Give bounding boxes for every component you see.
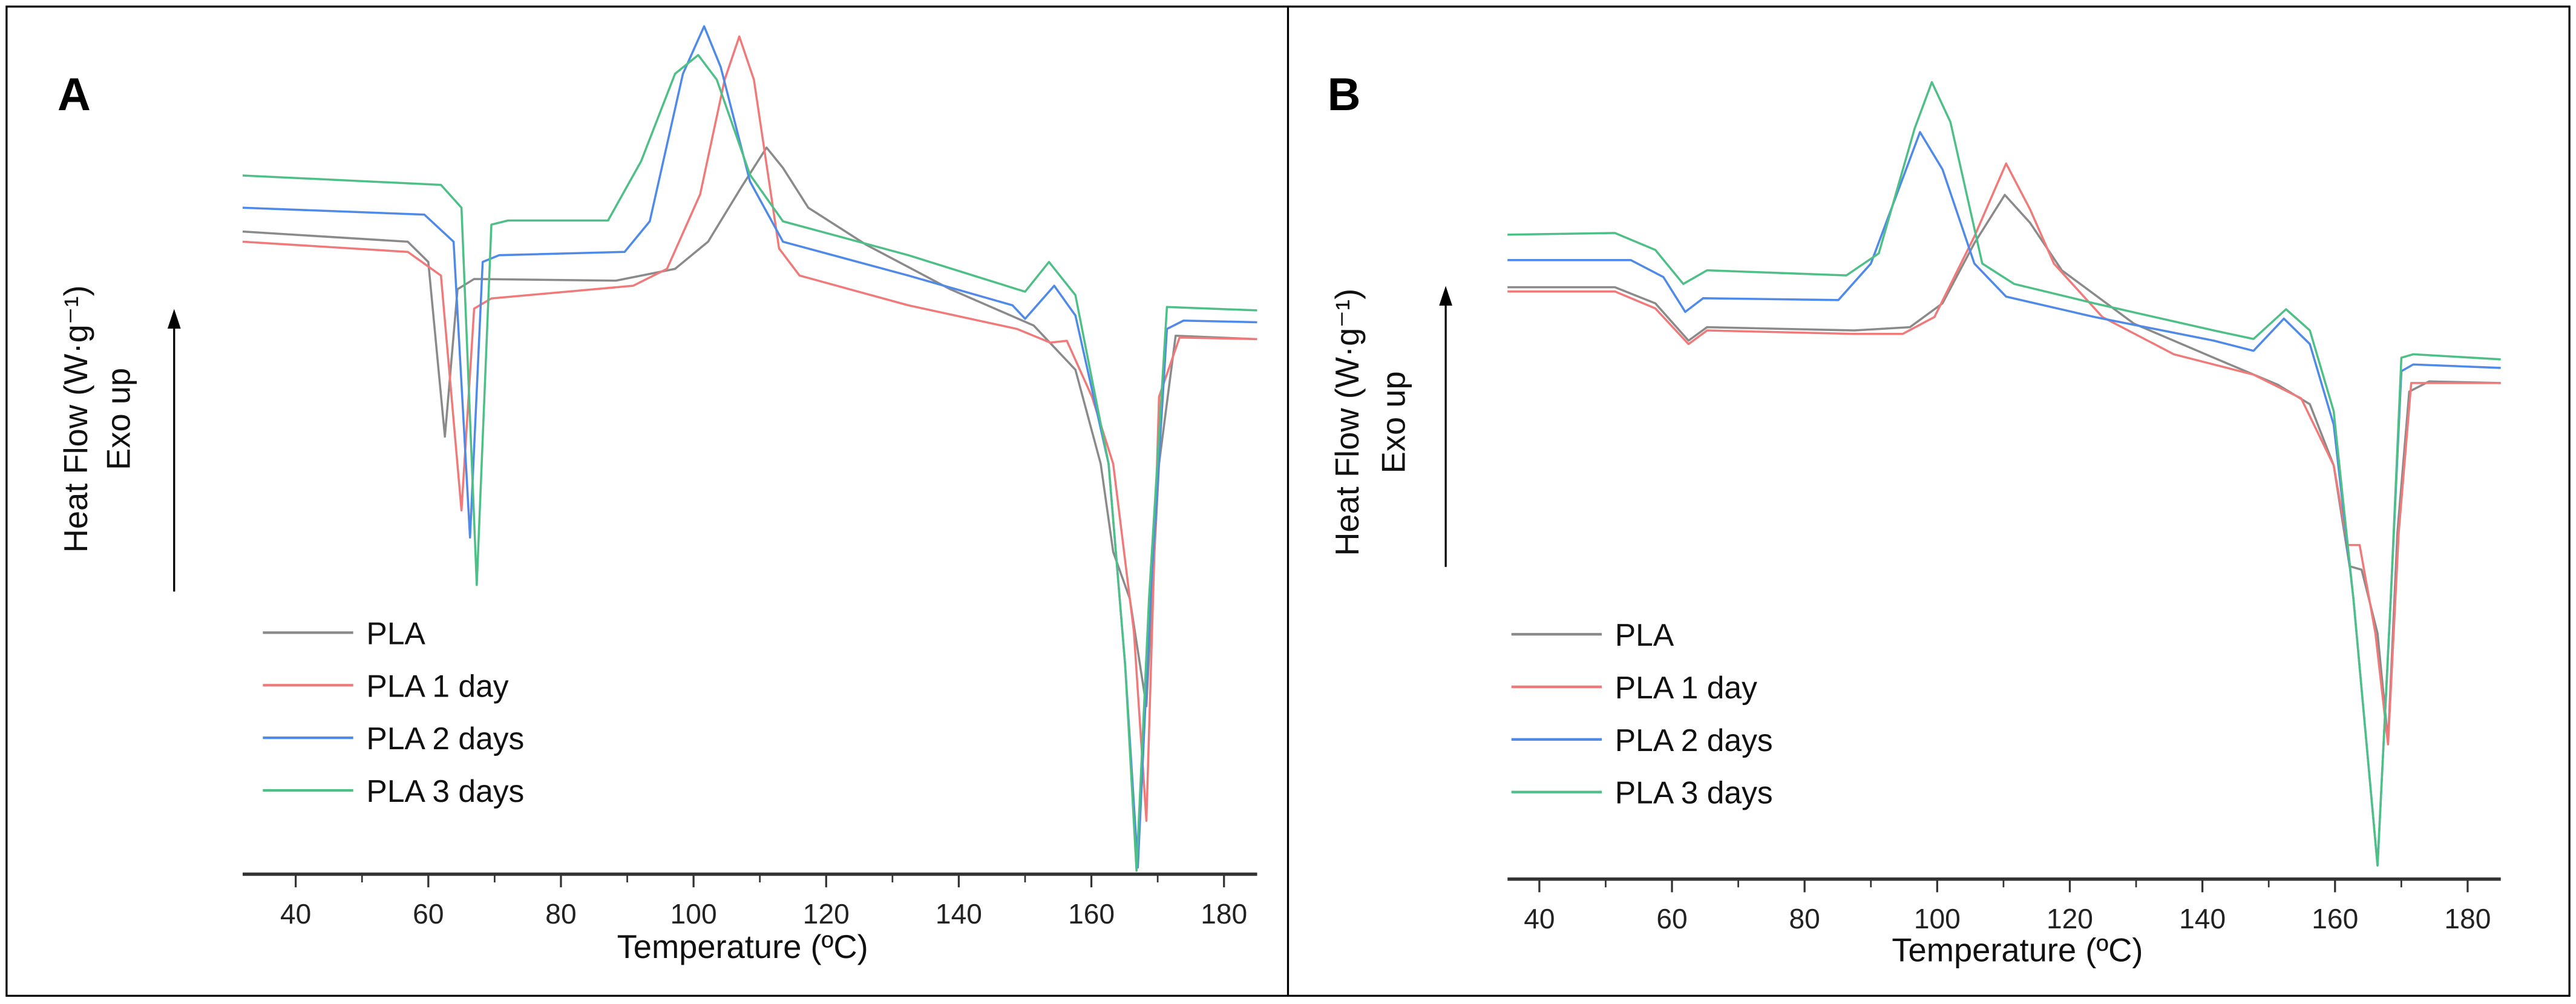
x-tick-label: 40 xyxy=(280,898,311,930)
x-axis-title: Temperature (ºC) xyxy=(617,928,868,965)
x-tick-label: 100 xyxy=(670,898,717,930)
legend-label: PLA 3 days xyxy=(366,773,524,809)
x-tick-label: 160 xyxy=(2312,903,2358,934)
series-line-pla-2-days xyxy=(242,25,1257,869)
x-axis-title: Temperature (ºC) xyxy=(1892,931,2143,968)
x-tick-label: 60 xyxy=(413,898,444,930)
x-tick-label: 140 xyxy=(2179,903,2226,934)
x-tick-label: 120 xyxy=(2047,903,2093,934)
exo-up-arrow-icon xyxy=(167,309,181,592)
x-tick-label: 180 xyxy=(2444,903,2491,934)
series-line-pla-3-days xyxy=(242,54,1257,872)
panel-b: B Temperature (ºC) Heat Flow (W·g⁻¹) Exo… xyxy=(1328,69,2501,968)
x-tick-label: 60 xyxy=(1656,903,1687,934)
series-line-pla-3-days xyxy=(1507,80,2501,867)
x-tick-label: 80 xyxy=(545,898,576,930)
y-axis-title: Heat Flow (W·g⁻¹) xyxy=(57,285,94,553)
x-tick-label: 100 xyxy=(1914,903,1961,934)
legend-label: PLA 2 days xyxy=(1615,723,1773,758)
plot-area: 40 60 80 100 120 140 160 180 PLA PLA 1 day PLA 2 d… xyxy=(1507,80,2501,934)
series-line-pla-1-day xyxy=(1507,162,2501,746)
exo-up-annotation: Exo up xyxy=(100,368,137,470)
plot-area: 40 60 80 100 120 140 160 180 PLA PLA 1 day PLA 2 d… xyxy=(242,25,1257,930)
y-axis-title: Heat Flow (W·g⁻¹) xyxy=(1329,289,1366,556)
panel-label: A xyxy=(57,69,91,120)
x-tick-label: 180 xyxy=(1201,898,1247,930)
x-tick-label: 40 xyxy=(1524,903,1555,934)
x-tick-label: 80 xyxy=(1789,903,1820,934)
legend-label: PLA xyxy=(1615,617,1674,652)
legend-label: PLA 1 day xyxy=(1615,670,1757,705)
panel-a: A Temperature (ºC) Heat Flow (W·g⁻¹) Exo… xyxy=(57,25,1257,965)
legend-label: PLA 1 day xyxy=(366,668,508,703)
x-tick-label: 160 xyxy=(1068,898,1115,930)
x-tick-label: 120 xyxy=(803,898,850,930)
legend-label: PLA 3 days xyxy=(1615,775,1773,810)
x-tick-label: 140 xyxy=(936,898,982,930)
panel-label: B xyxy=(1328,69,1361,120)
exo-up-arrow-icon xyxy=(1439,286,1452,567)
legend-label: PLA 2 days xyxy=(366,721,524,756)
series-line-pla-1-day xyxy=(242,35,1257,822)
legend-label: PLA xyxy=(366,615,425,651)
exo-up-annotation: Exo up xyxy=(1375,371,1412,473)
